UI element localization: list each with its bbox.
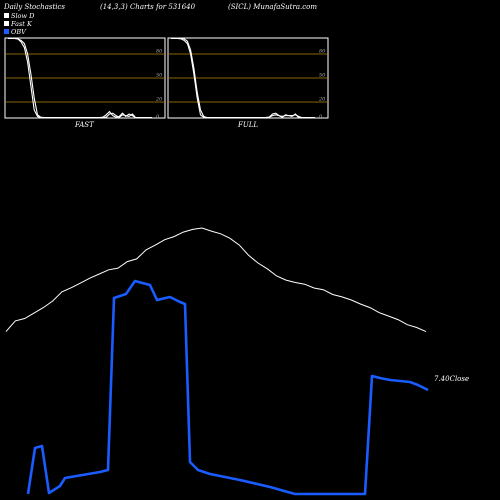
panel-title-0: FAST (74, 121, 95, 129)
legend-swatch-2 (4, 29, 9, 34)
y-tick-label-20: 20 (318, 97, 326, 103)
price-obv-area: 7.40Close (5, 227, 469, 496)
fast-stochastic-panel: 80 50 20 0 FAST (4, 37, 166, 129)
header-middle: (14,3,3) Charts for 531640 (100, 3, 196, 11)
header-left: Daily Stochastics (3, 3, 65, 11)
close-price-line (5, 227, 427, 333)
y-tick-label-0: 0 (156, 114, 160, 120)
stoch-series-line-1 (171, 37, 315, 119)
legend-label-1: Fast K (10, 20, 33, 28)
last-close-label: 7.40Close (434, 375, 469, 383)
y-tick-label-0: 0 (319, 114, 323, 120)
y-tick-label-80: 80 (156, 49, 163, 55)
legend-swatch-1 (4, 21, 9, 26)
y-tick-label-20: 20 (155, 97, 163, 103)
panel-title-1: FULL (237, 121, 258, 129)
y-tick-label-50: 50 (156, 73, 163, 79)
legend-label-2: OBV (11, 28, 27, 36)
y-tick-label-80: 80 (319, 49, 326, 55)
stoch-series-line-1 (8, 37, 152, 119)
obv-line (26, 279, 429, 496)
y-tick-label-50: 50 (319, 73, 326, 79)
full-stochastic-panel: 80 50 20 0 FULL (167, 37, 329, 129)
legend-label-0: Slow D (11, 12, 35, 20)
header-right: (SICL) MunafaSutra.com (228, 3, 317, 11)
legend-swatch-0 (4, 13, 9, 18)
